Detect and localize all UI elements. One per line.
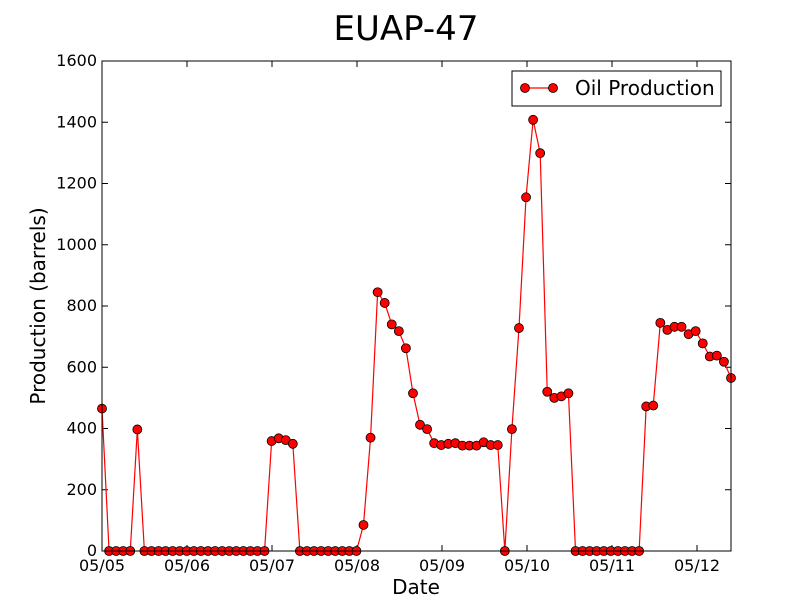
data-point bbox=[132, 424, 143, 435]
data-point bbox=[535, 148, 546, 159]
x-tick-label: 05/09 bbox=[419, 556, 465, 575]
data-point bbox=[711, 350, 722, 361]
data-point bbox=[492, 440, 503, 450]
data-point bbox=[393, 326, 404, 337]
y-tick-label: 1000 bbox=[56, 235, 97, 254]
x-tick-label: 05/05 bbox=[79, 556, 125, 575]
data-point bbox=[542, 386, 553, 397]
legend-label: Oil Production bbox=[575, 76, 715, 100]
data-point bbox=[287, 438, 298, 449]
data-point bbox=[507, 424, 517, 435]
data-point bbox=[719, 356, 729, 367]
data-point bbox=[408, 388, 418, 399]
data-point bbox=[563, 388, 574, 399]
x-tick-label: 05/12 bbox=[674, 556, 720, 575]
x-tick-label: 05/08 bbox=[334, 556, 380, 575]
x-axis-label: Date bbox=[392, 575, 440, 599]
data-point bbox=[690, 326, 701, 337]
series-line-oil-production bbox=[101, 119, 732, 552]
data-point bbox=[521, 192, 531, 203]
data-point bbox=[514, 323, 524, 333]
y-axis: 0 200 400 600 800 1000 1200 1400 1600 bbox=[56, 51, 731, 560]
x-tick-label: 05/06 bbox=[164, 556, 210, 575]
data-point bbox=[358, 520, 369, 530]
x-axis: 05/05 05/06 05/07 05/08 05/09 05/10 05/11 05/12 bbox=[79, 61, 720, 575]
x-tick-label: 05/11 bbox=[589, 556, 635, 575]
data-point bbox=[400, 343, 411, 354]
plot-area bbox=[97, 114, 736, 556]
data-point bbox=[422, 424, 433, 435]
data-point bbox=[386, 319, 397, 330]
y-tick-label: 1200 bbox=[56, 174, 97, 193]
legend-marker bbox=[520, 83, 530, 93]
data-point bbox=[372, 287, 383, 298]
y-tick-label: 800 bbox=[66, 296, 97, 315]
y-tick-label: 0 bbox=[87, 541, 97, 560]
y-tick-label: 1600 bbox=[56, 51, 97, 70]
data-point bbox=[415, 419, 425, 430]
plot-frame bbox=[101, 60, 732, 552]
data-point bbox=[365, 432, 376, 443]
y-tick-label: 1400 bbox=[56, 112, 97, 131]
x-tick-label: 05/07 bbox=[249, 556, 295, 575]
data-point bbox=[528, 114, 539, 125]
data-point bbox=[648, 400, 659, 411]
data-point bbox=[379, 298, 390, 308]
y-tick-label: 200 bbox=[66, 480, 97, 499]
chart-title: EUAP-47 bbox=[334, 9, 479, 49]
legend: Oil Production bbox=[511, 70, 722, 107]
data-point bbox=[676, 321, 687, 332]
y-axis-label: Production (barrels) bbox=[26, 207, 50, 404]
data-point bbox=[655, 317, 666, 328]
legend-marker bbox=[548, 83, 558, 93]
data-point bbox=[697, 338, 708, 349]
y-tick-label: 600 bbox=[66, 357, 97, 376]
x-tick-label: 05/10 bbox=[504, 556, 550, 575]
y-tick-label: 400 bbox=[66, 419, 97, 438]
